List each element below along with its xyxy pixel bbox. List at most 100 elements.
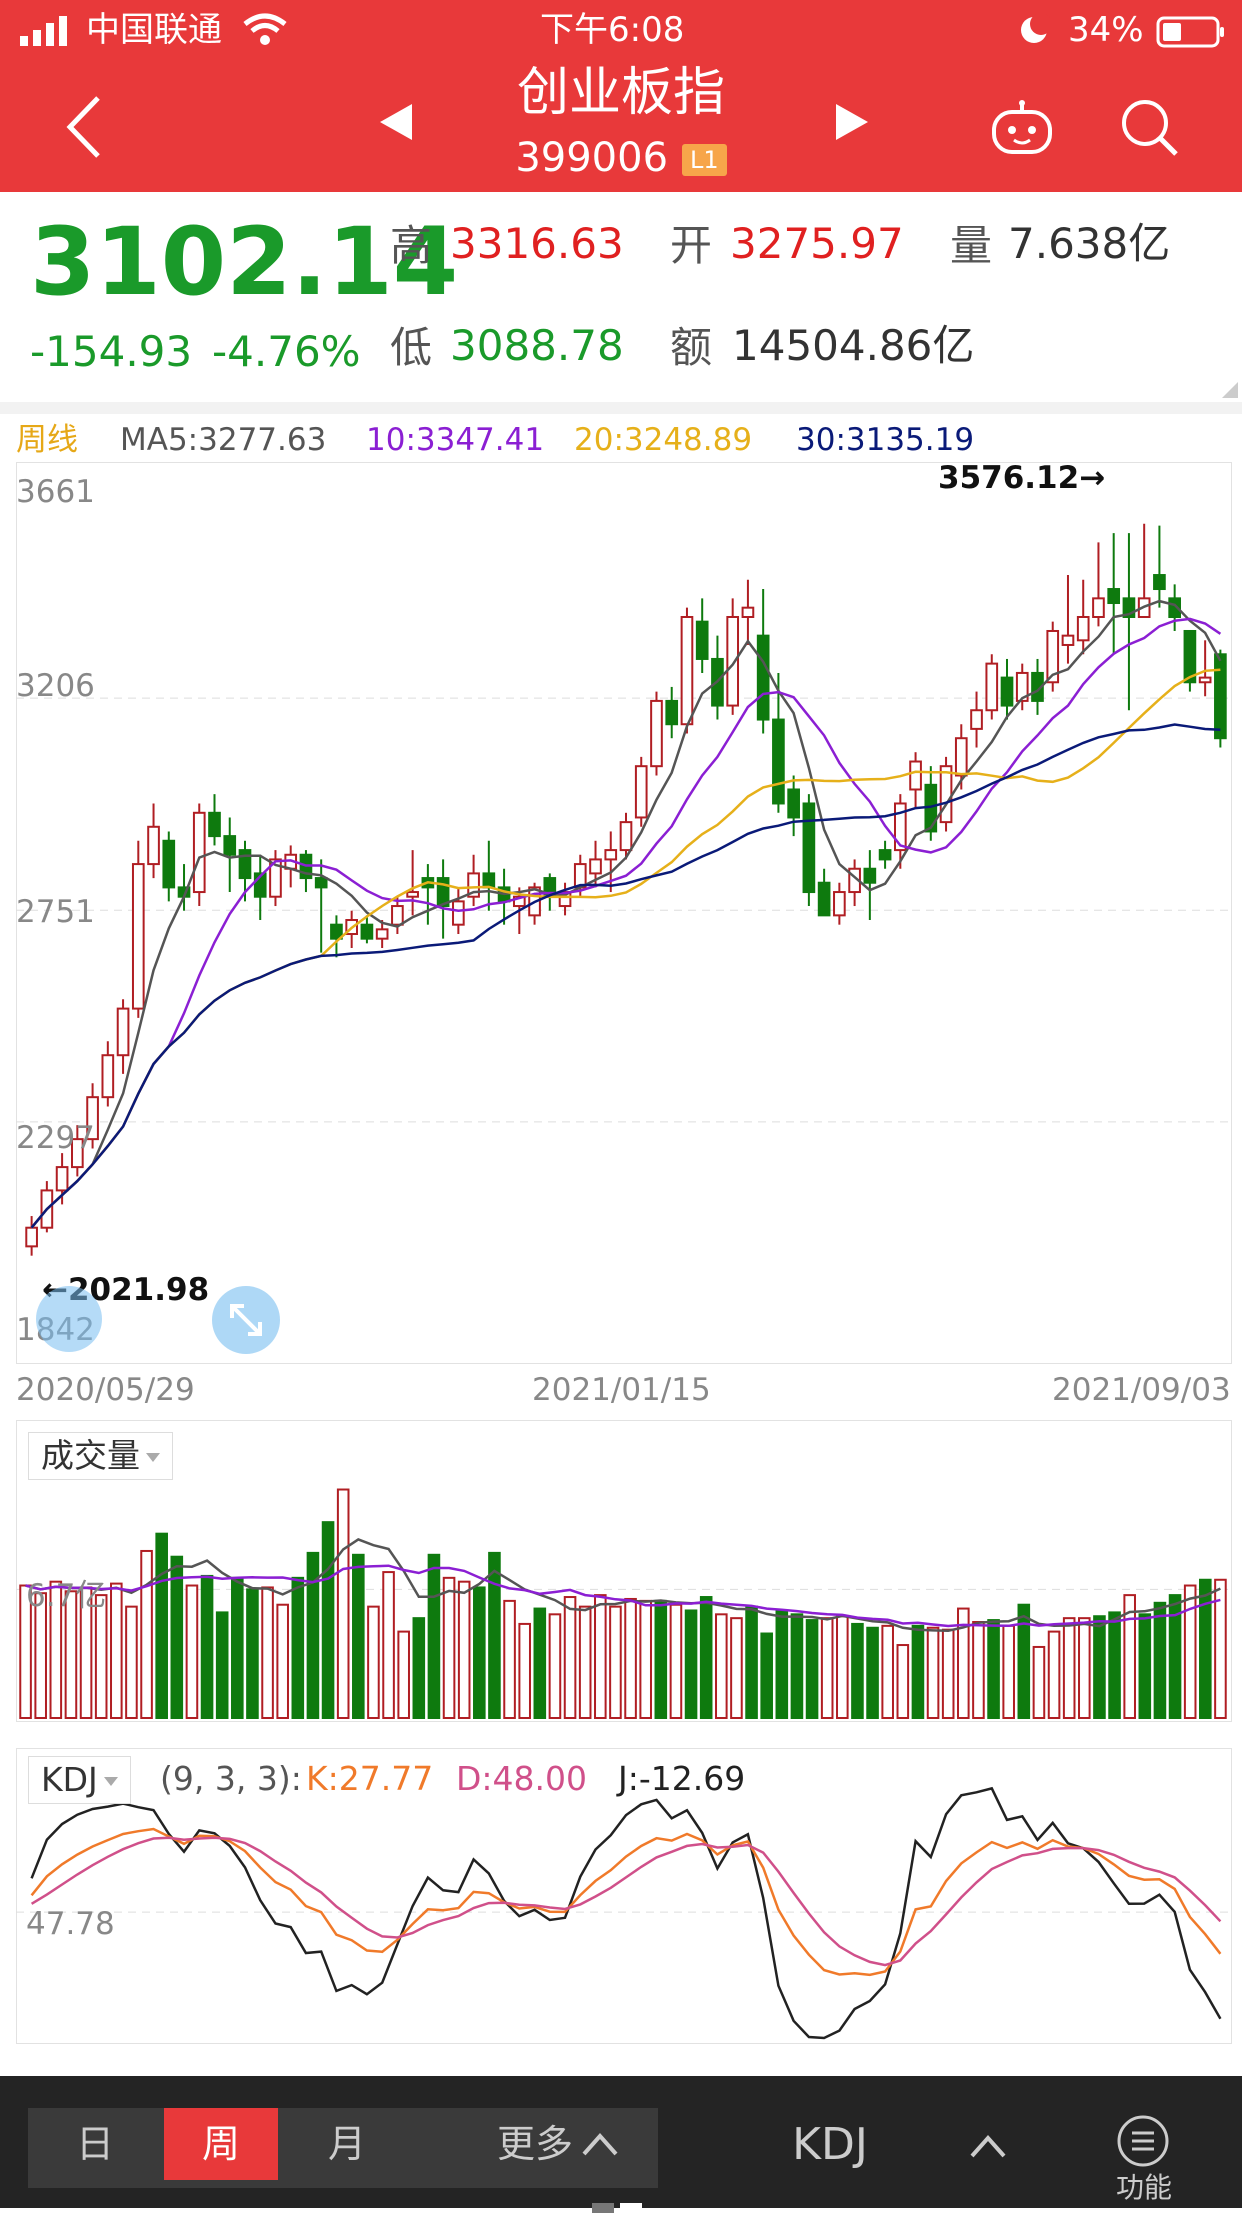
candle-body <box>1183 629 1197 684</box>
y-tick-3: 2751 <box>16 894 95 930</box>
volume-bar <box>336 1488 350 1719</box>
candle-body <box>893 802 907 852</box>
candle-body <box>116 1007 130 1057</box>
next-index-button[interactable] <box>832 102 872 142</box>
volume-bar <box>170 1555 184 1719</box>
search-icon[interactable] <box>1118 96 1182 160</box>
volume-bar <box>94 1594 108 1719</box>
candle-body <box>467 872 480 898</box>
volume-bar <box>957 1607 970 1719</box>
volume-bar <box>941 1628 955 1719</box>
tab-week[interactable]: 周 <box>164 2108 278 2180</box>
candle-body <box>162 839 176 889</box>
last-price: 3102.14 <box>30 208 459 317</box>
volume-bar <box>367 1605 380 1719</box>
candle-body <box>375 928 389 940</box>
clock: 下午6:08 <box>540 10 685 50</box>
kdj-selector[interactable]: KDJ <box>28 1756 131 1804</box>
price-change-pct: -4.76% <box>212 327 361 376</box>
volume-bar <box>1062 1617 1076 1719</box>
volume-bar <box>49 1580 63 1719</box>
tab-day[interactable]: 日 <box>75 2122 114 2166</box>
candle-body <box>406 891 419 898</box>
candle-body <box>452 900 465 926</box>
candle-body <box>314 877 328 889</box>
candle-body <box>665 699 679 726</box>
volume-tick: 6.7亿 <box>26 1578 107 1614</box>
volume-bar <box>987 1619 1000 1719</box>
candle-body <box>1122 597 1136 618</box>
prev-index-button[interactable] <box>376 102 416 142</box>
indicator-selector[interactable]: KDJ <box>792 2119 868 2170</box>
candle-body <box>878 849 892 861</box>
volume-bar <box>775 1609 789 1719</box>
volume-bar <box>669 1603 683 1719</box>
volume-bar <box>1047 1630 1061 1720</box>
high-value: 3316.63 <box>450 219 624 268</box>
volume-bar <box>624 1597 637 1720</box>
tab-month[interactable]: 月 <box>327 2122 366 2166</box>
candlestick-chart[interactable] <box>16 462 1230 1362</box>
candle-body <box>802 802 816 894</box>
candle-body <box>330 923 343 940</box>
volume-bar <box>140 1549 153 1719</box>
volume-bar <box>699 1596 713 1719</box>
candle-body <box>192 811 206 894</box>
kdj-selector-label: KDJ <box>41 1760 98 1799</box>
candle-body <box>1061 634 1075 646</box>
candle-body <box>604 849 618 861</box>
back-button[interactable] <box>60 92 110 162</box>
open-value: 3275.97 <box>730 219 904 268</box>
index-code: 399006 L1 <box>0 132 1242 184</box>
volume-bar <box>110 1582 123 1719</box>
indicator-chevron-up-icon[interactable] <box>968 2132 1008 2164</box>
volume-chart[interactable] <box>16 1420 1230 1720</box>
top-bar: 中国联通 下午6:08 34% 创业板指 399006 L1 <box>0 0 1242 192</box>
page-title: 创业板指 <box>516 63 725 123</box>
volume-bar <box>473 1586 486 1719</box>
kdj-chart-frame[interactable] <box>16 1748 1232 2044</box>
candle-body <box>726 615 740 707</box>
zoom-bubble-icon[interactable] <box>36 1286 102 1352</box>
tab-more[interactable]: 更多 <box>496 2122 573 2166</box>
function-label[interactable]: 功能 <box>1115 2171 1172 2204</box>
volume-bar <box>34 1592 47 1719</box>
volume-bar <box>1183 1584 1197 1719</box>
volume-selector[interactable]: 成交量 <box>28 1432 173 1480</box>
volume-bar <box>276 1603 289 1719</box>
menu-icon[interactable] <box>1116 2114 1170 2172</box>
candle-body <box>741 606 755 618</box>
date-end: 2021/09/03 <box>1052 1372 1231 1408</box>
volume-chart-frame[interactable] <box>16 1420 1232 1722</box>
chevron-up-icon[interactable] <box>580 2130 620 2162</box>
volume-bar <box>518 1622 531 1719</box>
candle-body <box>482 872 496 889</box>
candle-body <box>619 821 633 852</box>
candle-body <box>1046 629 1060 684</box>
volume-bar <box>291 1576 305 1719</box>
kdj-chart[interactable] <box>16 1748 1230 2042</box>
low-label: 低 <box>390 323 433 372</box>
level-badge: L1 <box>682 144 727 176</box>
volume-bar <box>155 1532 168 1720</box>
ma10-legend: 10:3347.41 <box>366 422 545 458</box>
candle-body <box>1168 597 1181 618</box>
price-chart-frame[interactable] <box>16 462 1232 1364</box>
fullscreen-expand-icon[interactable] <box>212 1286 280 1354</box>
volume-bar <box>1002 1624 1015 1719</box>
candle-body <box>756 634 770 721</box>
volume-bar <box>457 1580 471 1719</box>
volume-bar <box>972 1621 985 1719</box>
candle-body <box>787 788 800 819</box>
section-divider <box>0 402 1242 414</box>
robot-icon[interactable] <box>990 100 1054 156</box>
volume-bar <box>261 1586 274 1719</box>
candle-body <box>589 858 602 875</box>
volume-bar <box>639 1599 652 1720</box>
low-value: 3088.78 <box>450 321 624 370</box>
candle-body <box>1107 588 1121 605</box>
volume-bar <box>926 1626 940 1719</box>
kdj-params: (9, 3, 3): <box>160 1759 302 1798</box>
candle-body <box>1092 597 1105 618</box>
volume-bar <box>1032 1645 1046 1720</box>
